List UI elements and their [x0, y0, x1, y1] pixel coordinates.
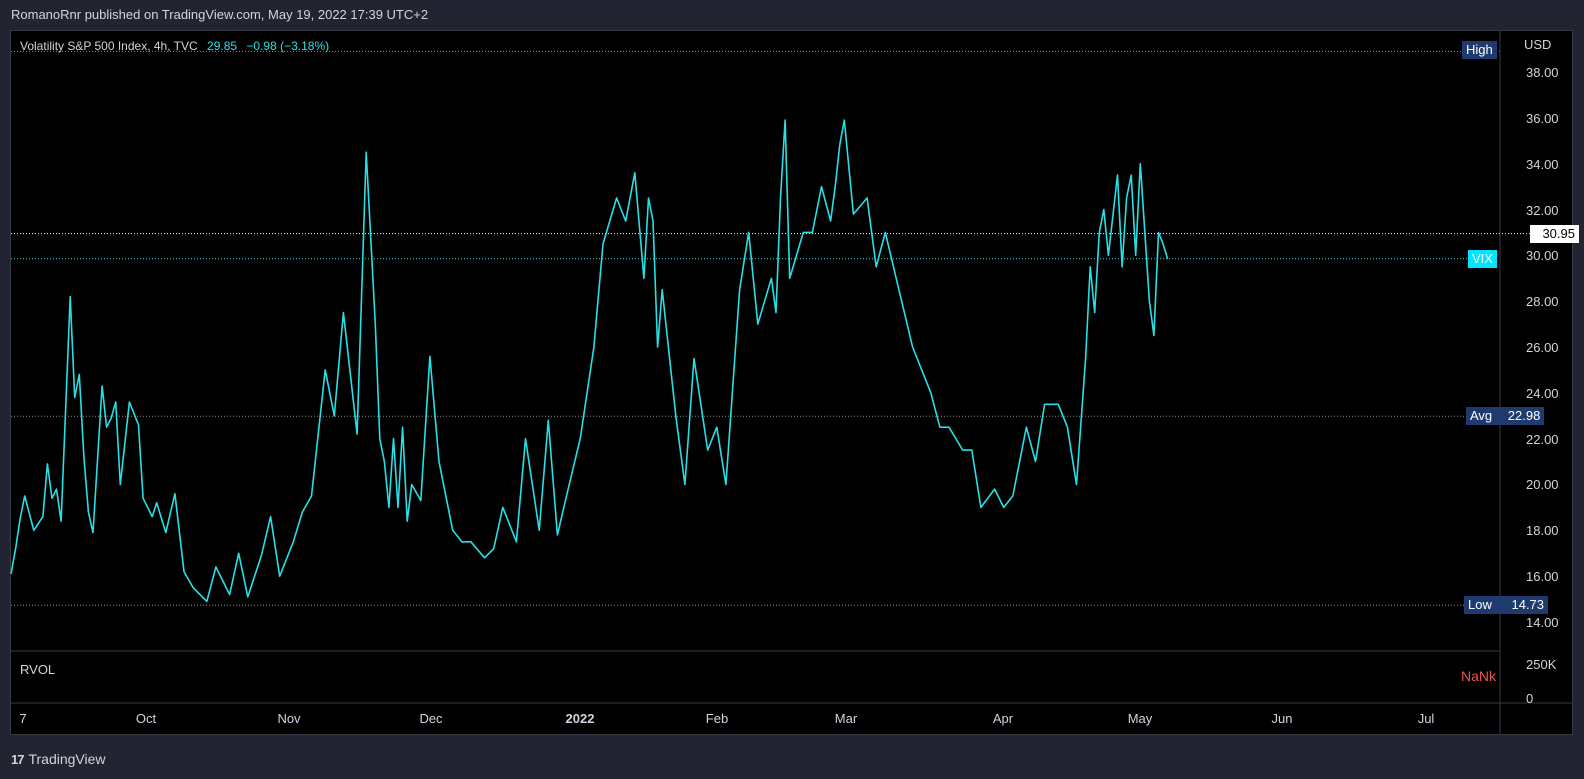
low-label: Low — [1468, 597, 1492, 612]
tradingview-logo-icon: 17 — [11, 751, 25, 767]
vix-series-tag: VIX — [1468, 250, 1497, 268]
y-tick: 30.00 — [1526, 248, 1559, 263]
x-tick: May — [1127, 711, 1153, 726]
y-tick: 34.00 — [1526, 157, 1559, 172]
x-tick: Dec — [419, 711, 443, 726]
publish-attribution: RomanoRnr published on TradingView.com, … — [11, 7, 429, 22]
x-tick: 7 — [19, 711, 27, 726]
legend-last-value: 29.85 — [207, 39, 238, 53]
y-tick: 18.00 — [1526, 523, 1559, 538]
x-tick: Oct — [135, 711, 157, 726]
low-tag: Low 14.73 — [1464, 596, 1549, 614]
brand-name: TradingView — [28, 751, 106, 767]
high-tag: High — [1462, 41, 1497, 59]
footer-branding[interactable]: 17 TradingView — [11, 751, 106, 767]
y-tick: 20.00 — [1526, 477, 1559, 492]
y-tick: 28.00 — [1526, 294, 1559, 309]
low-value: 14.73 — [1511, 597, 1545, 612]
volume-tick: 0 — [1526, 691, 1534, 706]
y-tick: 14.00 — [1526, 615, 1559, 630]
chart-frame — [10, 30, 1573, 735]
x-tick: Jul — [1417, 711, 1435, 726]
x-tick: Mar — [834, 711, 858, 726]
x-tick: 2022 — [565, 711, 595, 726]
avg-tag: Avg 22.98 — [1466, 407, 1545, 425]
y-tick: 26.00 — [1526, 340, 1559, 355]
y-tick: 24.00 — [1526, 386, 1559, 401]
volume-tick: 250K — [1526, 657, 1557, 672]
x-tick: Nov — [277, 711, 301, 726]
current-price-tag: 30.95 — [1530, 225, 1579, 243]
avg-value: 22.98 — [1507, 408, 1541, 423]
currency-label[interactable]: USD — [1524, 37, 1552, 52]
x-tick: Feb — [705, 711, 729, 726]
x-tick: Jun — [1271, 711, 1293, 726]
y-tick: 22.00 — [1526, 432, 1559, 447]
y-tick: 16.00 — [1526, 569, 1559, 584]
legend-change: −0.98 (−3.18%) — [246, 39, 330, 53]
y-tick: 38.00 — [1526, 65, 1559, 80]
y-tick: 32.00 — [1526, 203, 1559, 218]
y-tick: 36.00 — [1526, 111, 1559, 126]
legend-title: Volatility S&P 500 Index, 4h, TVC — [20, 39, 198, 53]
x-tick: Apr — [992, 711, 1014, 726]
avg-label: Avg — [1470, 408, 1493, 423]
series-legend: Volatility S&P 500 Index, 4h, TVC 29.85 … — [20, 39, 329, 53]
rvol-label: RVOL — [20, 662, 56, 677]
vix-series-line — [10, 119, 1169, 603]
rvol-value: NaNk — [1461, 668, 1497, 684]
